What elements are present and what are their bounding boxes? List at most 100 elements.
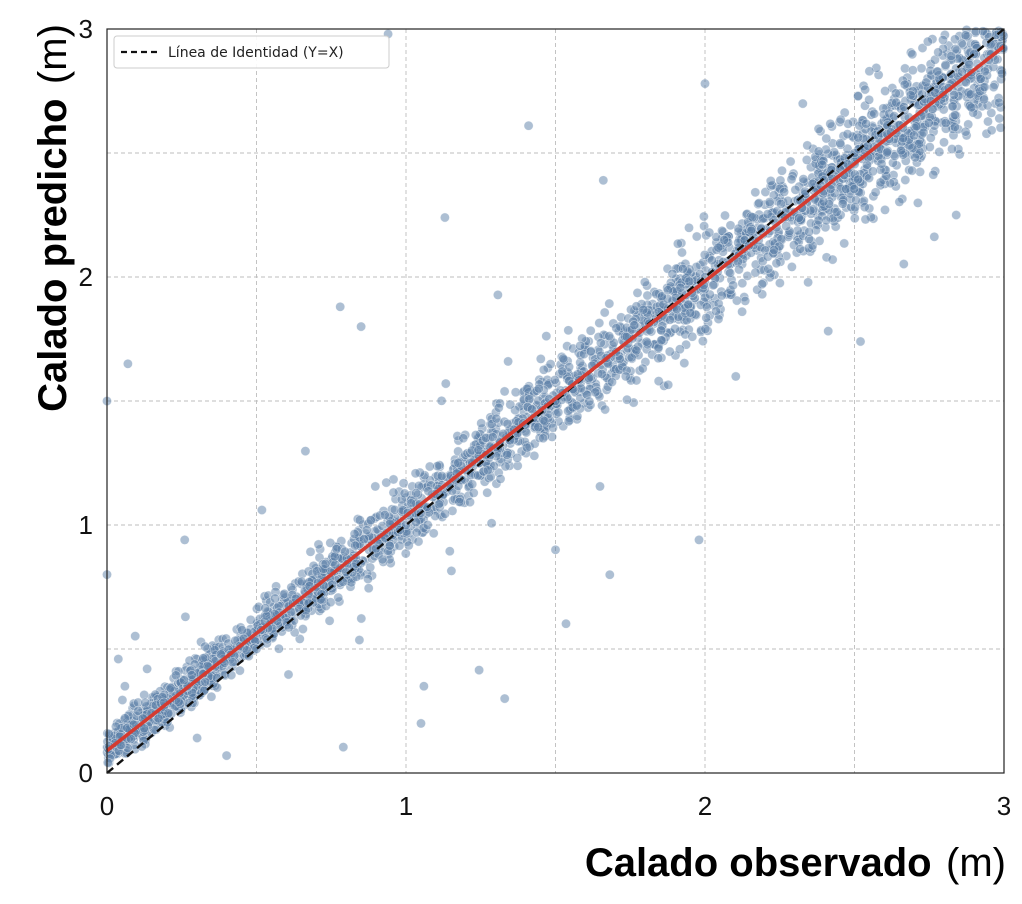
scatter-point <box>313 539 324 550</box>
scatter-point <box>918 127 929 138</box>
scatter-point <box>535 353 546 364</box>
scatter-point <box>786 174 797 185</box>
scatter-point <box>186 670 197 680</box>
scatter-point <box>620 371 631 382</box>
scatter-point <box>929 231 940 242</box>
scatter-point <box>849 213 860 224</box>
scatter-point <box>750 187 761 198</box>
scatter-point <box>747 212 758 223</box>
scatter-point <box>590 387 601 398</box>
scatter-point <box>403 540 414 551</box>
scatter-point <box>607 377 617 387</box>
scatter-point <box>399 488 410 499</box>
scatter-point <box>734 264 744 275</box>
scatter-point <box>923 118 934 128</box>
scatter-point <box>664 346 675 357</box>
scatter-point <box>234 665 245 676</box>
scatter-point <box>142 664 152 674</box>
legend-label-identity-line: Línea de Identidad (Y=X) <box>168 45 344 61</box>
scatter-point <box>997 68 1007 79</box>
scatter-point <box>365 515 376 526</box>
scatter-point <box>371 543 381 554</box>
scatter-point <box>549 375 560 385</box>
scatter-point <box>785 156 796 167</box>
scatter-point <box>102 757 113 768</box>
scatter-point <box>917 43 928 53</box>
scatter-point <box>363 583 374 594</box>
scatter-point <box>626 352 637 363</box>
scatter-point <box>416 718 426 729</box>
scatter-point <box>227 657 238 668</box>
scatter-point <box>534 383 544 394</box>
scatter-point <box>361 525 372 535</box>
scatter-point <box>640 277 650 287</box>
scatter-point <box>557 366 568 377</box>
scatter-point <box>538 433 549 444</box>
scatter-point <box>956 38 967 49</box>
scatter-point <box>860 214 871 225</box>
scatter-point <box>365 562 376 573</box>
scatter-point <box>596 337 606 348</box>
y-tick-label: 0 <box>79 758 93 788</box>
scatter-point <box>563 416 574 427</box>
scatter-point <box>629 320 640 331</box>
scatter-point <box>604 569 615 580</box>
scatter-point <box>418 681 429 692</box>
scatter-point <box>817 159 828 170</box>
scatter-point <box>813 123 824 134</box>
scatter-point <box>707 255 717 266</box>
scatter-point <box>413 536 424 547</box>
scatter-point <box>951 210 962 220</box>
scatter-point <box>813 215 824 226</box>
scatter-point <box>746 225 757 236</box>
scatter-point <box>130 631 141 641</box>
scatter-point <box>350 540 360 551</box>
scatter-point <box>725 268 735 278</box>
scatter-point <box>179 535 190 545</box>
scatter-point <box>765 175 776 186</box>
scatter-point <box>656 335 667 346</box>
scatter-point <box>900 175 911 185</box>
scatter-point <box>891 97 902 108</box>
scatter-point <box>925 132 936 143</box>
scatter-point <box>853 132 864 143</box>
scatter-point <box>305 546 316 557</box>
scatter-point <box>436 470 447 481</box>
scatter-point <box>907 49 918 60</box>
scatter-point <box>915 166 925 177</box>
scatter-point <box>340 546 350 557</box>
scatter-point <box>938 35 948 45</box>
scatter-point <box>256 505 267 515</box>
scatter-point <box>170 670 181 681</box>
scatter-point <box>813 146 824 157</box>
scatter-point <box>939 137 949 148</box>
scatter-point <box>598 175 609 186</box>
scatter-point <box>940 60 951 70</box>
scatter-point <box>641 336 652 347</box>
scatter-point <box>837 198 848 209</box>
scatter-point <box>492 289 503 300</box>
scatter-point <box>694 535 704 545</box>
scatter-point <box>896 145 906 156</box>
scatter-point <box>708 280 719 291</box>
scatter-point <box>763 263 774 274</box>
scatter-point <box>473 445 484 455</box>
scatter-point <box>730 371 741 382</box>
scatter-point <box>776 198 786 209</box>
scatter-point <box>500 461 511 472</box>
scatter-point <box>775 175 786 186</box>
scatter-point <box>523 120 534 131</box>
y-axis-title-unit: (m) <box>31 24 75 84</box>
scatter-point <box>771 258 782 269</box>
y-axis-title: Calado predicho (m) <box>31 24 75 412</box>
scatter-point <box>522 442 532 453</box>
scatter-point <box>300 446 311 456</box>
scatter-point <box>206 691 217 702</box>
scatter-point <box>604 298 615 309</box>
scatter-point <box>411 488 421 498</box>
scatter-point <box>103 729 114 739</box>
scatter-point <box>713 242 724 253</box>
scatter-point <box>960 126 971 137</box>
scatter-point <box>453 457 464 468</box>
